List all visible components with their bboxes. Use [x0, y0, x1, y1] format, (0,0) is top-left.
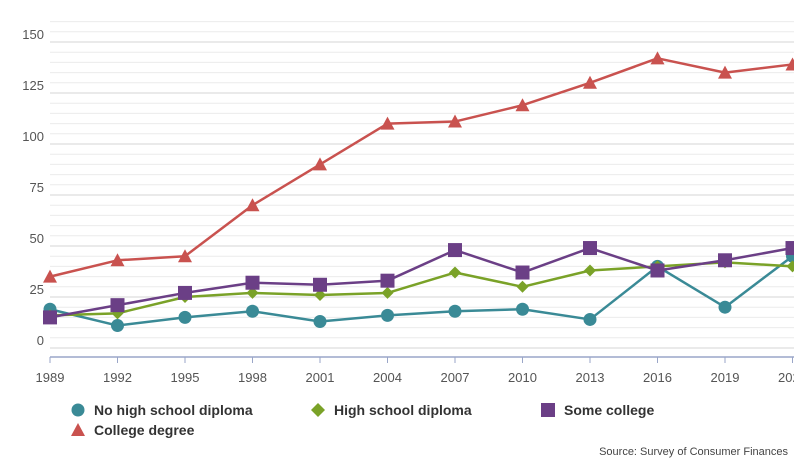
source-note: Source: Survey of Consumer Finances	[599, 446, 788, 458]
data-point	[178, 310, 192, 324]
legend-label: High school diploma	[334, 402, 472, 418]
data-point	[110, 253, 125, 267]
square-marker-icon	[541, 403, 555, 417]
data-point	[313, 277, 327, 292]
data-point	[43, 269, 57, 283]
x-axis: 1989 1992 1995 1998 2001 2004 2007 2010 2013 2016…	[36, 356, 794, 385]
data-point	[178, 249, 192, 263]
x-tick-label: 2013	[576, 370, 605, 385]
y-tick-label: 125	[22, 78, 44, 93]
data-point	[786, 260, 794, 273]
data-point	[380, 116, 395, 130]
y-tick-label: 75	[30, 180, 44, 195]
y-axis: 0 25 50 75 100 125 150	[22, 27, 44, 348]
series-line-2	[49, 246, 793, 319]
data-point	[246, 286, 259, 299]
series-line-1	[49, 261, 793, 317]
data-point	[650, 51, 665, 65]
data-point	[516, 280, 529, 293]
data-point	[584, 264, 596, 277]
data-point	[583, 75, 597, 89]
data-point	[448, 243, 462, 258]
data-point	[448, 114, 462, 128]
series-layer	[43, 51, 794, 333]
data-point	[178, 285, 192, 300]
triangle-marker-icon	[71, 423, 85, 436]
data-point	[380, 273, 395, 288]
x-tick-label: 1989	[36, 370, 65, 385]
data-point	[245, 198, 260, 212]
data-point	[381, 308, 394, 322]
data-point	[650, 263, 665, 278]
data-point	[583, 312, 597, 326]
legend-item-high-school: High school diploma	[310, 402, 472, 418]
data-point	[785, 241, 794, 256]
line-chart: 0 25 50 75 100 125 150 1989 1992 1995 1998 2001 200…	[22, 21, 794, 385]
data-point	[718, 65, 732, 79]
x-tick-label: 2004	[373, 370, 402, 385]
circle-marker-icon	[71, 403, 85, 417]
data-point	[583, 241, 597, 256]
y-tick-label: 150	[22, 27, 44, 42]
x-tick-label: 1998	[238, 370, 267, 385]
data-point	[245, 275, 260, 290]
data-point	[785, 57, 794, 71]
y-tick-label: 100	[22, 129, 44, 144]
data-point	[313, 314, 327, 328]
x-tick-label: 1992	[103, 370, 132, 385]
x-tick-label: 2022	[778, 370, 794, 385]
legend-item-some-college: Some college	[540, 402, 654, 418]
legend-label: Some college	[564, 402, 655, 418]
data-point	[246, 304, 259, 318]
x-tick-label: 2001	[306, 370, 335, 385]
series-line-0	[49, 255, 794, 327]
x-tick-label: 2019	[711, 370, 740, 385]
data-point	[111, 319, 124, 333]
y-tick-label: 0	[37, 333, 44, 348]
data-point	[43, 310, 57, 325]
legend-label: No high school diploma	[94, 402, 253, 418]
data-point	[718, 300, 732, 314]
legend-item-college-degree: College degree	[70, 422, 194, 438]
data-point	[381, 286, 394, 299]
x-tick-label: 1995	[171, 370, 200, 385]
data-point	[449, 266, 461, 279]
legend-label: College degree	[94, 422, 195, 438]
data-point	[313, 157, 327, 171]
data-point	[448, 304, 462, 318]
data-point	[516, 302, 529, 316]
x-tick-label: 2007	[441, 370, 470, 385]
x-tick-label: 2016	[643, 370, 672, 385]
data-point	[718, 253, 732, 268]
data-point	[515, 98, 530, 112]
gridlines	[50, 21, 794, 349]
diamond-marker-icon	[311, 403, 325, 417]
data-point	[314, 288, 326, 301]
legend-item-no-high-school: No high school diploma	[70, 402, 253, 418]
y-tick-label: 25	[30, 282, 44, 297]
y-tick-label: 50	[30, 231, 44, 246]
x-tick-label: 2010	[508, 370, 537, 385]
series-line-3	[49, 57, 793, 278]
data-point	[110, 298, 125, 313]
data-point	[515, 265, 530, 280]
